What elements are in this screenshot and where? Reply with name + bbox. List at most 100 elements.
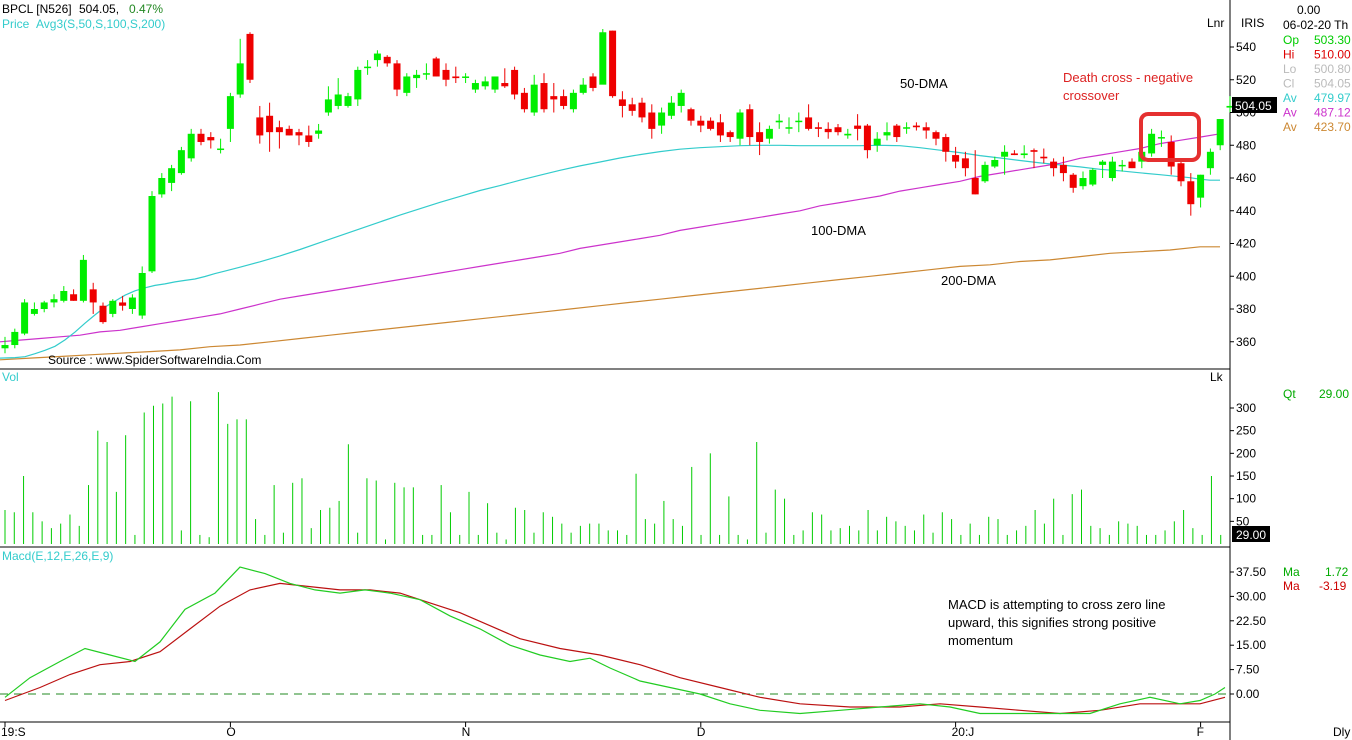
candle: [511, 66, 519, 100]
candle: [275, 120, 283, 149]
candle-body: [432, 58, 440, 77]
date-tick-label: 20:J: [952, 725, 975, 739]
candle: [1079, 171, 1087, 190]
candle-body: [677, 92, 685, 106]
volume-tick-label: 50: [1236, 514, 1250, 528]
candle: [844, 128, 852, 139]
price-tick-label: 420: [1236, 237, 1256, 251]
qt-label: Qt: [1283, 387, 1296, 401]
moving-average-lines: [0, 133, 1221, 361]
death-cross-highlight: [1139, 112, 1201, 162]
candle-body: [805, 117, 813, 129]
scale-mode[interactable]: Lnr: [1207, 16, 1224, 30]
candle: [1020, 145, 1028, 159]
candle-body: [952, 155, 960, 162]
candle-body: [30, 309, 38, 314]
last-price: 504.05,: [79, 2, 119, 16]
candle: [226, 92, 234, 142]
candle: [540, 73, 548, 113]
candle: [981, 161, 989, 183]
candle: [315, 123, 323, 139]
candle: [569, 89, 577, 113]
candle: [697, 115, 705, 133]
candle-body: [795, 120, 803, 123]
candle-body: [775, 120, 783, 123]
candle: [854, 114, 862, 141]
dma200-label: 200-DMA: [941, 273, 996, 288]
candle: [1216, 119, 1224, 151]
candle-body: [422, 73, 430, 75]
candle: [883, 122, 891, 141]
price-tick-label: 540: [1236, 40, 1256, 54]
candle-body: [922, 127, 930, 131]
candle: [40, 300, 48, 313]
candle-body: [70, 294, 78, 301]
candle: [79, 254, 87, 303]
candle: [119, 295, 127, 311]
volume-tick-label: 200: [1236, 446, 1256, 460]
macd-tick-label: 22.50: [1236, 614, 1266, 628]
candle: [1, 336, 9, 354]
candle: [922, 122, 930, 139]
candle: [971, 150, 979, 195]
macd-tick-label: 30.00: [1236, 589, 1266, 603]
candle-body: [305, 135, 313, 142]
candle: [383, 55, 391, 67]
info-date: 06-02-20 Th: [1283, 18, 1348, 32]
candle-body: [1001, 151, 1009, 157]
candle: [99, 302, 107, 324]
candle-body: [246, 33, 254, 80]
price-tick-label: 460: [1236, 171, 1256, 185]
candle-body: [315, 130, 323, 134]
candle: [775, 114, 783, 129]
candle-body: [1157, 137, 1165, 139]
candle-body: [354, 69, 362, 100]
info-row-label: Av: [1283, 120, 1297, 134]
dma100-label: 100-DMA: [811, 223, 866, 238]
candle: [1226, 96, 1234, 113]
info-row-value: 510.00: [1314, 48, 1351, 62]
candle-body: [99, 305, 107, 323]
candle-body: [275, 127, 283, 133]
date-tick-label: 19:S: [1, 725, 26, 739]
period-label[interactable]: Dly: [1333, 725, 1350, 739]
candle-body: [883, 132, 891, 136]
candle: [21, 299, 29, 336]
candle: [736, 109, 744, 146]
candle-body: [1216, 119, 1224, 146]
date-tick-label: F: [1197, 725, 1204, 739]
candle-body: [207, 137, 215, 141]
candle-body: [863, 125, 871, 151]
candle-body: [138, 272, 146, 316]
candle-body: [746, 109, 754, 138]
candle-body: [1148, 133, 1156, 154]
candle-body: [648, 112, 656, 129]
sma200-line: [0, 246, 1220, 361]
candle: [50, 294, 58, 308]
candle-body: [452, 76, 460, 79]
info-row-value: 503.30: [1314, 33, 1351, 47]
volume-bars: [4, 392, 1222, 544]
candle: [295, 128, 303, 146]
candle: [952, 146, 960, 169]
candle-body: [912, 125, 920, 128]
sma100-line: [0, 133, 1221, 343]
candle: [638, 97, 646, 123]
candle-body: [1187, 181, 1195, 205]
candle: [814, 122, 822, 138]
candle: [1157, 130, 1165, 147]
info-row-value: 479.97: [1314, 91, 1351, 105]
candle-body: [814, 127, 822, 129]
candle: [403, 73, 411, 97]
dma50-label: 50-DMA: [900, 76, 948, 91]
candle-body: [295, 132, 303, 136]
volume-badge-bg: [1232, 526, 1270, 542]
candle: [530, 74, 538, 116]
candle-body: [383, 56, 391, 64]
candle: [1128, 158, 1136, 169]
candle-body: [1089, 169, 1097, 185]
candle-body: [511, 69, 519, 95]
candle: [550, 83, 558, 113]
candle-body: [393, 63, 401, 90]
candle-body: [1177, 163, 1185, 182]
